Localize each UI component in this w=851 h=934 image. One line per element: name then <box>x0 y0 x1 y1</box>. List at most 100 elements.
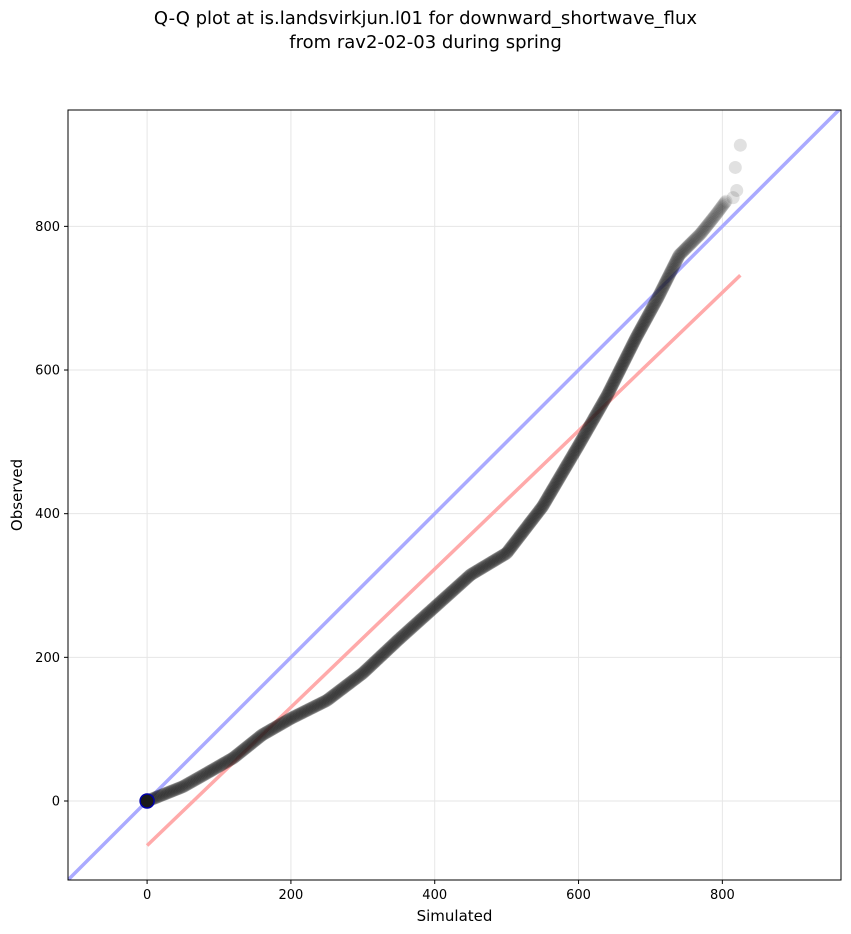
qq-point <box>694 227 708 241</box>
qq-point <box>637 317 651 331</box>
qq-point <box>674 246 688 260</box>
qq-point <box>607 375 621 389</box>
qq-point <box>676 245 690 259</box>
qq-point <box>176 780 190 794</box>
qq-point <box>556 465 570 479</box>
qq-point <box>413 613 427 627</box>
qq-point <box>272 718 286 732</box>
qq-point <box>460 571 474 585</box>
qq-point <box>516 525 530 539</box>
qq-point <box>163 785 177 799</box>
qq-point <box>193 770 207 784</box>
qq-point <box>590 406 604 420</box>
qq-point <box>342 677 356 691</box>
qq-point <box>611 367 625 381</box>
qq-point <box>277 715 291 729</box>
qq-point <box>177 779 191 793</box>
qq-point <box>511 531 525 545</box>
qq-point <box>714 201 728 215</box>
qq-point <box>454 576 468 590</box>
qq-point <box>696 224 710 238</box>
qq-point <box>686 234 700 248</box>
qq-point <box>339 679 353 693</box>
plot-frame <box>67 109 842 881</box>
qq-point <box>356 666 370 680</box>
qq-point <box>172 781 186 795</box>
qq-point <box>693 228 707 242</box>
qq-point <box>301 703 315 717</box>
qq-point <box>334 683 348 697</box>
qq-point <box>649 294 663 308</box>
qq-point <box>374 649 388 663</box>
qq-point <box>209 761 223 775</box>
qq-point <box>563 454 577 468</box>
qq-point <box>638 314 652 328</box>
qq-point <box>388 636 402 650</box>
qq-point <box>398 627 412 641</box>
qq-point <box>656 280 670 294</box>
qq-point <box>613 364 627 378</box>
qq-point <box>452 579 466 593</box>
qq-point <box>515 526 529 540</box>
qq-point <box>226 751 240 765</box>
qq-point <box>584 417 598 431</box>
qq-point <box>525 513 539 527</box>
qq-point <box>615 359 629 373</box>
qq-point <box>539 494 553 508</box>
qq-point <box>527 511 541 525</box>
qq-point <box>359 663 373 677</box>
qq-point <box>241 739 255 753</box>
qq-point <box>553 470 567 484</box>
qq-point <box>450 580 464 594</box>
qq-point <box>442 587 456 601</box>
axis-ticks: 0 200 400 600 800 0 200 400 600 800 <box>35 220 735 903</box>
qq-point <box>508 535 522 549</box>
qq-point <box>615 358 629 372</box>
qq-point <box>501 545 515 559</box>
qq-point <box>596 397 610 411</box>
qq-point <box>630 329 644 343</box>
qq-point <box>651 291 665 305</box>
qq-point <box>698 221 712 235</box>
qq-point <box>624 341 638 355</box>
qq-point <box>564 451 578 465</box>
qq-point <box>169 782 183 796</box>
qq-point <box>270 719 284 733</box>
qq-point <box>652 288 666 302</box>
qq-point <box>453 577 467 591</box>
qq-point <box>443 586 457 600</box>
qq-point <box>423 604 437 618</box>
y-tick-label: 600 <box>35 364 60 379</box>
qq-point <box>409 617 423 631</box>
qq-point <box>224 752 238 766</box>
qq-point <box>697 223 711 237</box>
qq-point <box>230 748 244 762</box>
qq-point <box>424 603 438 617</box>
qq-point <box>554 468 568 482</box>
qq-point <box>192 771 206 785</box>
qq-point <box>692 229 706 243</box>
qq-point <box>202 765 216 779</box>
qq-point <box>357 665 371 679</box>
qq-point <box>660 273 674 287</box>
qq-point <box>367 655 381 669</box>
qq-point <box>602 384 616 398</box>
qq-point <box>504 541 518 555</box>
qq-point <box>605 380 619 394</box>
qq-point <box>358 664 372 678</box>
qq-point <box>544 486 558 500</box>
qq-point <box>695 225 709 239</box>
qq-point <box>417 610 431 624</box>
qq-point <box>654 284 668 298</box>
qq-point <box>699 220 713 234</box>
qq-point <box>425 602 439 616</box>
qq-point <box>558 462 572 476</box>
qq-point <box>534 502 548 516</box>
qq-point <box>475 561 489 575</box>
qq-point <box>325 690 339 704</box>
qq-point <box>519 521 533 535</box>
qq-point <box>337 681 351 695</box>
qq-point <box>643 305 657 319</box>
qq-point <box>229 749 243 763</box>
qq-point <box>381 642 395 656</box>
